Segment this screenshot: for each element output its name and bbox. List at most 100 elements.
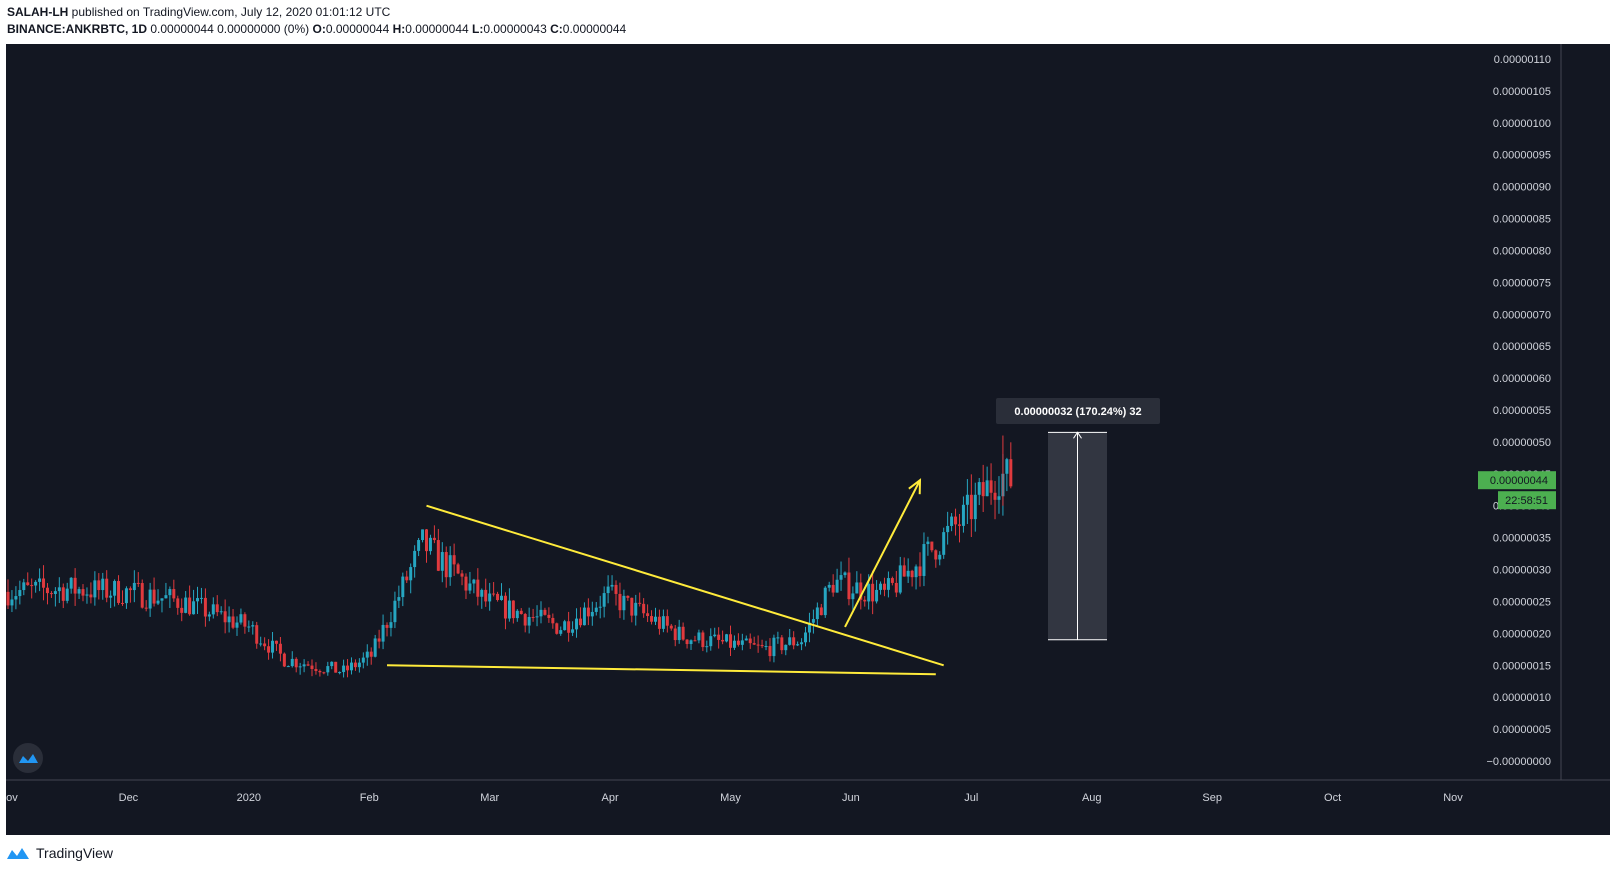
candle-body (859, 582, 863, 600)
y-tick-label: 0.00000105 (1493, 86, 1551, 98)
candle-body (452, 555, 456, 565)
candle-body (89, 594, 93, 598)
candle-body (492, 593, 496, 595)
candle-body (578, 618, 582, 626)
candle-body (322, 672, 326, 674)
candle-body (14, 596, 18, 600)
descending-trendline[interactable] (426, 504, 944, 667)
candle-body (638, 602, 642, 604)
candle-body (807, 622, 811, 633)
candle-body (977, 482, 981, 495)
candle-body (124, 588, 128, 604)
price-axis[interactable]: 0.00000110 0.00000105 0.00000100 0.00000095… (1486, 44, 1562, 780)
candle-body (346, 665, 350, 671)
candle-body (503, 595, 507, 619)
chart-area[interactable]: 0.00000032 (170.24%) 32 0.00000110 0.0000… (6, 44, 1610, 835)
candle-body (148, 589, 152, 609)
low-label: L: (472, 22, 484, 36)
time-axis[interactable]: Nov Dec 2020 Feb Mar Apr May Jun Jul Aug Sep Oct Nov (6, 779, 1610, 804)
candle-body (38, 578, 42, 582)
candle-body (910, 570, 914, 578)
candle-body (847, 572, 851, 600)
candle-body (886, 578, 890, 590)
candle-body (898, 565, 902, 593)
candle-body (661, 616, 665, 629)
open-label: O: (312, 22, 326, 36)
candle-body (650, 616, 654, 622)
candle-body (97, 580, 101, 591)
footer-brand[interactable]: TradingView (36, 845, 114, 861)
candle-body (338, 672, 342, 674)
candle-body (626, 595, 630, 598)
support-trendline[interactable] (387, 664, 936, 676)
candle-body (85, 594, 89, 596)
candle-body (673, 628, 677, 641)
y-tick-label: 0.00000035 (1493, 533, 1551, 545)
candle-body (357, 662, 361, 668)
high-value: 0.00000044 (405, 22, 469, 36)
candle-body (725, 634, 729, 642)
candle-body (413, 550, 417, 568)
candle-body (764, 646, 768, 648)
candle-body (22, 582, 26, 591)
candle-body (590, 611, 594, 617)
candle-body (397, 597, 401, 601)
high-label: H: (392, 22, 406, 36)
candle-body (831, 584, 835, 593)
symbol-info: BINANCE:ANKRBTC, 1D 0.00000044 0.0000000… (7, 22, 626, 36)
close-value: 0.00000044 (562, 22, 627, 36)
countdown-label: 22:58:51 (1505, 495, 1548, 507)
chart-svg[interactable]: 0.00000032 (170.24%) 32 0.000001100.0000… (6, 44, 1610, 835)
candle-body (476, 579, 480, 597)
candle-body (602, 593, 606, 607)
candle-body (815, 607, 819, 620)
candle-body (646, 613, 650, 617)
y-tick-label: 0.00000065 (1493, 341, 1551, 353)
candle-body (879, 583, 883, 590)
candle-body (207, 614, 211, 617)
candle-body (622, 595, 626, 611)
y-tick-label: 0.00000030 (1493, 565, 1551, 577)
y-tick-label: 0.00000075 (1493, 277, 1551, 289)
candle-body (117, 581, 121, 603)
candle-body (381, 624, 385, 642)
y-tick-label: 0.00000090 (1493, 182, 1551, 194)
candle-body (756, 644, 760, 646)
candle-body (349, 662, 353, 671)
candle-body (298, 666, 302, 668)
candle-body (484, 589, 488, 602)
candle-body (373, 638, 377, 657)
close-label: C: (550, 22, 563, 36)
candle-body (460, 573, 464, 577)
candle-body (630, 597, 634, 616)
candle-body (890, 578, 894, 583)
candle-body (409, 567, 413, 581)
candle-body (61, 587, 65, 601)
candle-body (223, 611, 227, 623)
cloud-icon (19, 754, 38, 763)
candle-body (128, 588, 132, 591)
tradingview-logo-button[interactable] (13, 743, 43, 773)
price-change: 0.00000044 0.00000000 (0%) (150, 22, 310, 36)
candle-body (73, 577, 77, 594)
candle-body (81, 589, 85, 596)
candle-body (184, 597, 188, 613)
candle-body (523, 613, 527, 626)
candle-body (997, 496, 1001, 500)
candle-body (788, 637, 792, 645)
breakout-arrow[interactable] (844, 479, 921, 628)
tradingview-icon (7, 848, 29, 859)
candle-body (432, 537, 436, 541)
author-name[interactable]: SALAH-LH (7, 5, 69, 19)
candle-body (571, 629, 575, 633)
candle-body (957, 524, 961, 526)
candle-body (164, 595, 168, 599)
candle-body (227, 616, 231, 623)
candle-body (863, 599, 867, 602)
candle-body (914, 566, 918, 578)
candle-body (472, 579, 476, 584)
candle-body (922, 544, 926, 576)
candle-body (938, 554, 942, 560)
candle-body (10, 599, 14, 606)
candle-body (278, 643, 282, 654)
